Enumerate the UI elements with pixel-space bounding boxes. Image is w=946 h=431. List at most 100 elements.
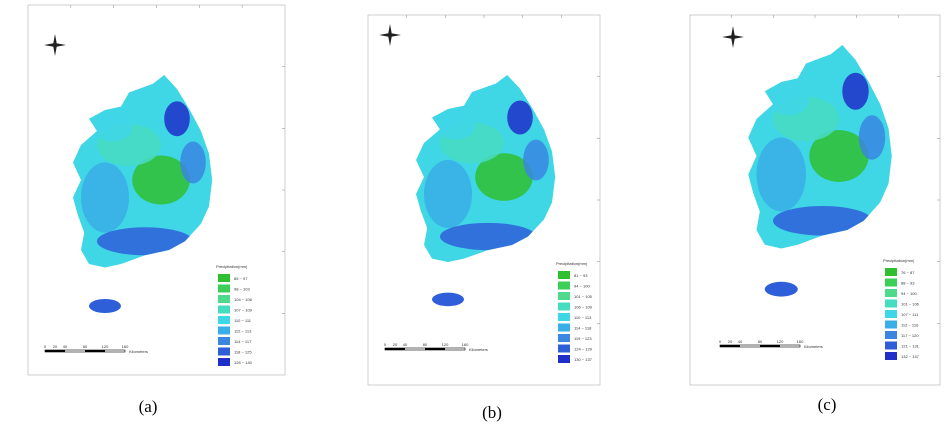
korea-map [748, 45, 892, 297]
legend-label: 124 ~ 129 [574, 347, 593, 352]
legend-label: 101 ~ 106 [901, 302, 920, 307]
precip-zone [424, 160, 472, 228]
legend-swatch [558, 334, 570, 342]
legend-label: 126 ~ 140 [234, 360, 253, 365]
precip-zone [440, 222, 536, 251]
scale-bar-fill [425, 348, 445, 350]
legend-swatch [218, 337, 230, 345]
legend-label: 107 ~ 109 [234, 308, 253, 313]
precip-zone [180, 141, 206, 184]
scale-label: 40 [63, 344, 68, 349]
precip-zones [756, 72, 886, 236]
scale-unit: Kilometers [804, 344, 823, 349]
legend-title: Precipitation(mm) [216, 264, 248, 269]
scale-bar-fill [760, 345, 780, 347]
scale-label: 80 [758, 339, 763, 344]
legend-swatch [885, 299, 897, 308]
caption: (c) [818, 395, 837, 414]
legend-swatch [558, 313, 570, 321]
legend-label: 110 ~ 113 [574, 315, 592, 320]
legend-swatch [218, 347, 230, 356]
scale-unit: Kilometers [469, 347, 488, 352]
scale-label: 40 [738, 339, 743, 344]
legend-label: 132 ~ 147 [901, 354, 920, 359]
north-arrow [379, 24, 401, 46]
legend-label: 114 ~ 118 [574, 326, 592, 331]
legend-swatch [558, 355, 570, 363]
scale-label: 0 [384, 342, 387, 347]
legend-swatch [218, 305, 230, 314]
precip-zone [164, 101, 190, 137]
legend-label: 114 ~ 117 [234, 339, 252, 344]
precip-zone [773, 205, 872, 236]
legend-swatch [218, 284, 230, 293]
precip-zone [769, 85, 810, 116]
legend-swatch [558, 302, 570, 311]
legend-label: 101 ~ 105 [574, 294, 593, 299]
scale-label: 160 [462, 342, 469, 347]
map-panel: Precipitation(mm) 85 ~ 97 98 ~ 103 104 ~ 10… [27, 4, 286, 416]
jeju-island [764, 281, 798, 297]
precip-zone [809, 130, 869, 182]
legend-label: 121 ~ 131 [901, 344, 920, 349]
scale-label: 0 [719, 339, 722, 344]
precip-zone [97, 227, 193, 256]
precip-zone [523, 139, 549, 181]
precip-zone [132, 155, 190, 205]
precip-zone [756, 137, 806, 212]
legend-label: 117 ~ 120 [901, 333, 919, 338]
legend-swatch [885, 278, 897, 287]
scale-bar-fill [720, 345, 740, 347]
scale-bar-fill [85, 350, 105, 352]
map-panel: Precipitation(mm) 76 ~ 87 88 ~ 93 94 ~ 100 1… [689, 14, 941, 414]
precip-zone [842, 72, 869, 110]
jeju-island [89, 299, 121, 313]
legend-label: 94 ~ 100 [901, 291, 917, 296]
legend-title: Precipitation(mm) [556, 261, 588, 266]
legend-swatch [218, 316, 230, 324]
scale-label: 80 [423, 342, 428, 347]
precip-zone [507, 100, 533, 135]
scale-label: 160 [122, 344, 129, 349]
scale-label: 20 [728, 339, 733, 344]
precip-zone [475, 153, 533, 201]
legend-swatch [885, 341, 897, 350]
legend-label: 85 ~ 97 [234, 276, 248, 281]
legend-swatch [558, 323, 570, 332]
legend-swatch [558, 281, 570, 290]
precip-zone [93, 113, 133, 142]
legend-swatch [558, 292, 570, 300]
precip-zone [858, 115, 886, 160]
legend-label: 119 ~ 123 [574, 336, 592, 341]
scale-label: 120 [102, 344, 109, 349]
legend-label: 76 ~ 87 [901, 270, 915, 275]
scale-label: 120 [442, 342, 449, 347]
korea-map [416, 75, 556, 307]
precip-zone [81, 162, 129, 233]
north-arrow [722, 26, 744, 48]
legend-label: 107 ~ 111 [901, 312, 919, 317]
map-panel: Precipitation(mm) 81 ~ 93 94 ~ 100 101 ~ 10… [367, 14, 601, 422]
legend-swatch [885, 331, 897, 339]
scale-unit: Kilometers [129, 349, 148, 354]
legend-swatch [218, 274, 230, 282]
scale-label: 0 [44, 344, 47, 349]
precip-zones [81, 101, 206, 256]
legend-label: 112 ~ 116 [901, 323, 919, 328]
legend-label: 118 ~ 125 [234, 350, 252, 355]
legend-swatch [885, 289, 897, 297]
legend-swatch [885, 310, 897, 318]
scale-label: 120 [777, 339, 784, 344]
legend-swatch [218, 358, 230, 366]
scale-label: 80 [83, 344, 88, 349]
precip-zone [436, 112, 476, 140]
legend-label: 88 ~ 93 [901, 281, 915, 286]
legend-label: 104 ~ 106 [234, 297, 253, 302]
scale-bar-fill [385, 348, 405, 350]
scale-label: 40 [403, 342, 408, 347]
legend-swatch [218, 295, 230, 303]
scale-bar-fill [45, 350, 65, 352]
legend-swatch [558, 344, 570, 353]
korea-map [73, 75, 213, 313]
